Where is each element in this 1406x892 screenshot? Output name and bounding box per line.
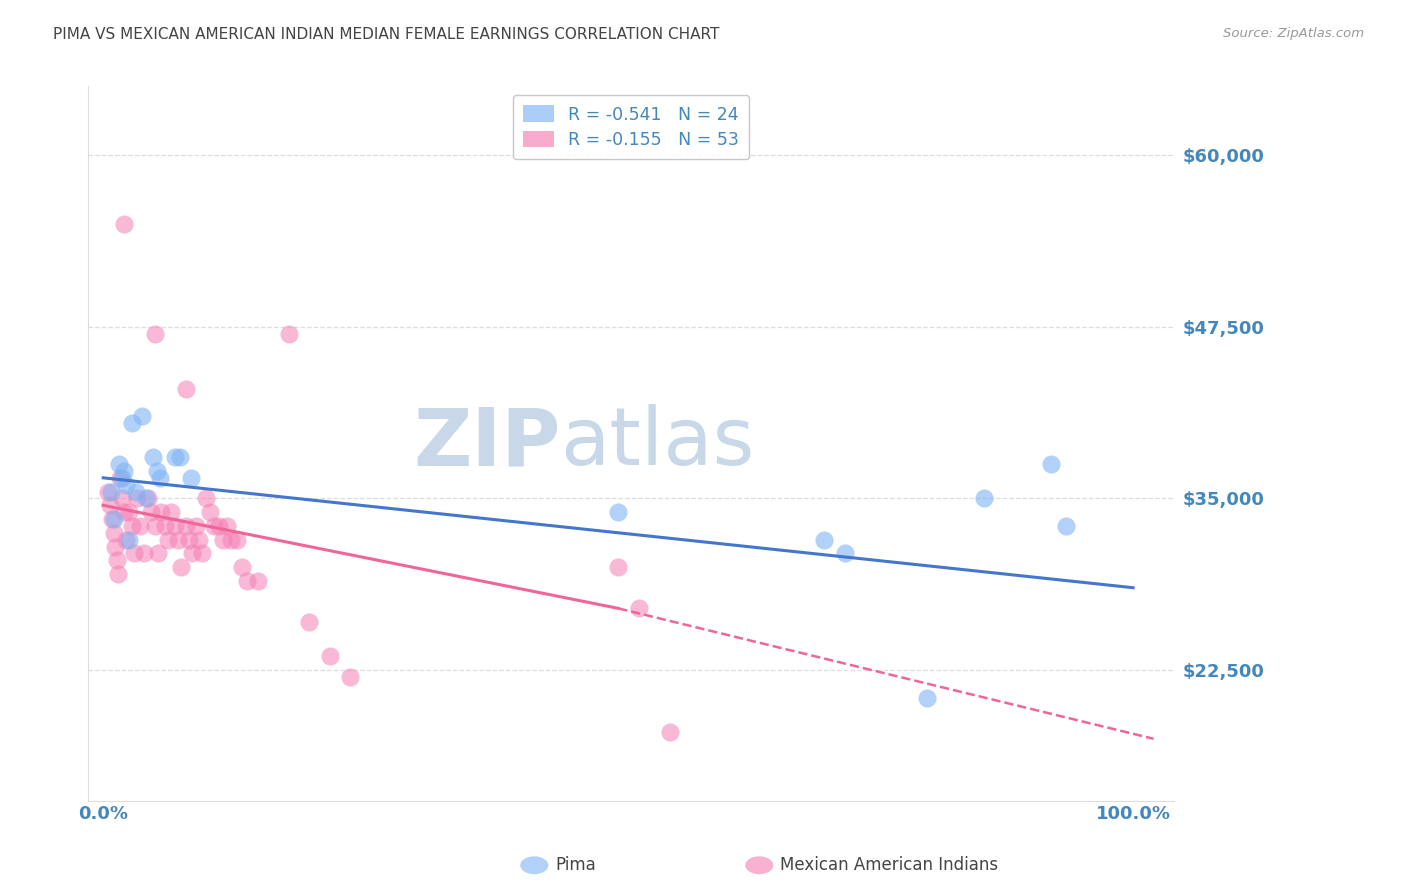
Point (658, 725, 681, 739)
Point (167, 533, 190, 547)
Point (146, 546, 169, 560)
Point (973, 491, 995, 506)
Point (103, 512, 125, 526)
Point (149, 471, 172, 485)
Point (157, 533, 180, 547)
Point (834, 546, 856, 560)
Point (107, 457, 129, 471)
Point (105, 553, 128, 567)
Point (111, 471, 134, 485)
Point (319, 649, 342, 664)
Point (177, 533, 200, 547)
Point (125, 484, 148, 499)
Point (115, 477, 138, 491)
Point (142, 450, 165, 465)
Point (139, 505, 162, 519)
Text: atlas: atlas (561, 404, 755, 483)
Point (118, 533, 141, 547)
Point (246, 574, 269, 588)
Point (136, 491, 159, 506)
Point (169, 450, 191, 465)
Point (149, 505, 172, 519)
Point (236, 574, 259, 588)
Point (188, 533, 211, 547)
Point (174, 382, 197, 396)
Point (118, 505, 141, 519)
Point (813, 533, 835, 547)
Point (1039, 457, 1062, 471)
Point (129, 519, 152, 533)
Point (607, 560, 630, 574)
Point (112, 505, 135, 519)
Point (101, 512, 124, 526)
Point (107, 566, 129, 581)
Point (170, 560, 193, 574)
Point (204, 519, 226, 533)
Point (165, 450, 187, 465)
Point (112, 464, 135, 478)
Point (180, 471, 202, 485)
Point (146, 464, 169, 478)
Point (160, 505, 183, 519)
Point (153, 519, 176, 533)
Text: ZIP: ZIP (413, 404, 561, 483)
Point (103, 540, 125, 554)
Point (143, 519, 166, 533)
Point (211, 533, 233, 547)
Point (200, 505, 222, 519)
Point (298, 615, 321, 629)
Point (97, 484, 120, 499)
Point (231, 560, 253, 574)
Point (121, 416, 143, 430)
Point (1054, 519, 1077, 533)
Legend: R = -0.541   N = 24, R = -0.155   N = 53: R = -0.541 N = 24, R = -0.155 N = 53 (513, 95, 749, 160)
Point (184, 519, 207, 533)
Point (277, 326, 299, 341)
Point (115, 533, 138, 547)
Point (174, 519, 197, 533)
Point (607, 505, 630, 519)
Text: Source: ZipAtlas.com: Source: ZipAtlas.com (1223, 27, 1364, 40)
Point (215, 519, 238, 533)
Point (111, 491, 134, 506)
Point (219, 533, 242, 547)
Text: Mexican American Indians: Mexican American Indians (780, 856, 998, 874)
Point (226, 533, 249, 547)
Point (339, 670, 361, 684)
Point (135, 491, 157, 506)
Point (195, 491, 218, 506)
Point (915, 690, 938, 705)
Point (165, 519, 187, 533)
Point (100, 498, 122, 512)
Point (627, 601, 650, 615)
Point (134, 546, 156, 560)
Point (207, 519, 229, 533)
Point (122, 546, 145, 560)
Point (121, 519, 143, 533)
Point (143, 326, 166, 341)
Text: PIMA VS MEXICAN AMERICAN INDIAN MEDIAN FEMALE EARNINGS CORRELATION CHART: PIMA VS MEXICAN AMERICAN INDIAN MEDIAN F… (53, 27, 720, 42)
Point (131, 409, 153, 423)
Point (103, 525, 125, 540)
Text: Pima: Pima (555, 856, 596, 874)
Point (180, 546, 202, 560)
Point (108, 471, 131, 485)
Point (127, 491, 149, 506)
Point (112, 217, 135, 231)
Point (100, 484, 122, 499)
Point (191, 546, 214, 560)
